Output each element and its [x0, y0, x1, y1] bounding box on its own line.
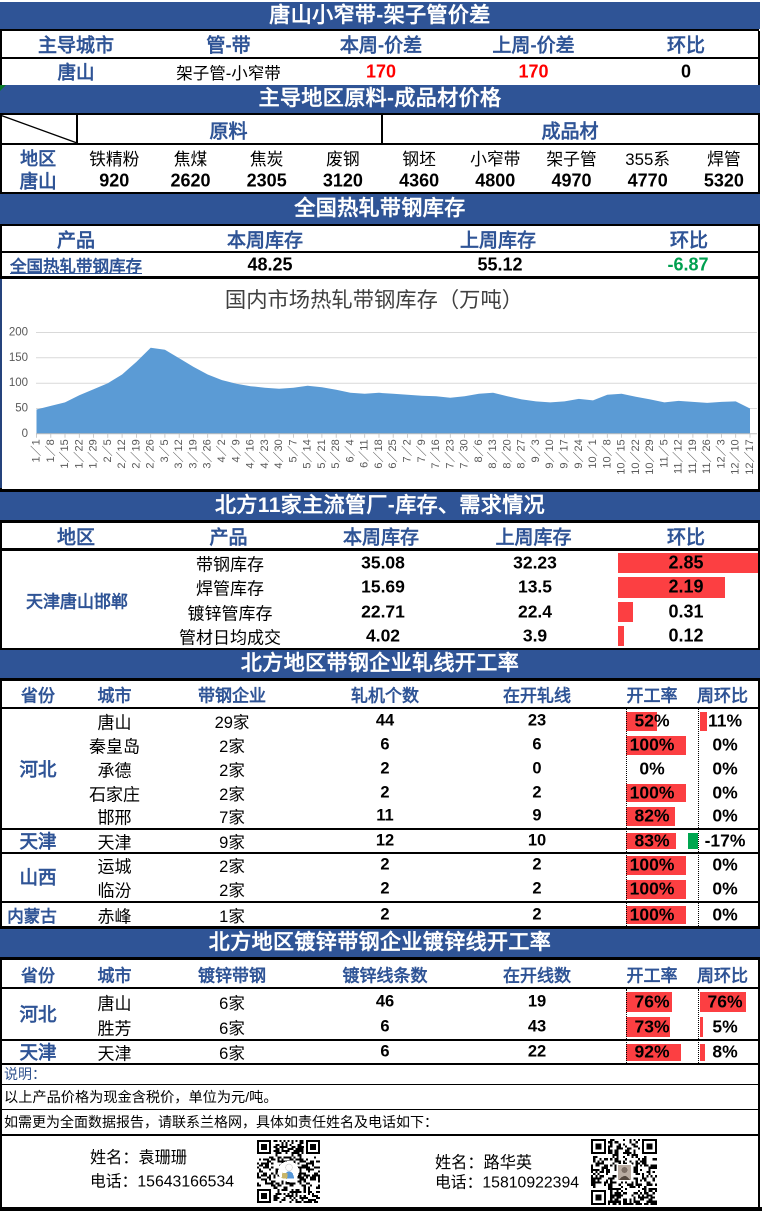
svg-text:11／26: 11／26 [700, 439, 713, 474]
svg-text:12／17: 12／17 [743, 439, 756, 474]
svg-text:11／12: 11／12 [672, 439, 685, 474]
svg-text:1／15: 1／15 [58, 439, 71, 468]
svg-text:5／28: 5／28 [329, 439, 342, 468]
svg-text:6／11: 6／11 [358, 439, 371, 468]
svg-text:9／17: 9／17 [558, 439, 571, 468]
svg-text:1／29: 1／29 [87, 439, 100, 468]
svg-text:12／10: 12／10 [729, 439, 742, 474]
svg-text:2／19: 2／19 [129, 439, 142, 468]
svg-text:6／4: 6／4 [343, 439, 356, 462]
svg-text:11／5: 11／5 [657, 439, 670, 468]
svg-text:4／23: 4／23 [258, 439, 271, 468]
svg-text:1／1: 1／1 [30, 439, 43, 462]
svg-text:7／16: 7／16 [429, 439, 442, 468]
svg-text:6／18: 6／18 [372, 439, 385, 468]
svg-text:1／22: 1／22 [72, 439, 85, 468]
svg-text:100: 100 [9, 377, 28, 389]
svg-text:9／10: 9／10 [543, 439, 556, 468]
svg-text:9／24: 9／24 [572, 439, 585, 468]
svg-text:4／9: 4／9 [229, 439, 242, 462]
svg-text:10／1: 10／1 [586, 439, 599, 468]
svg-text:200: 200 [9, 327, 28, 339]
svg-text:4／16: 4／16 [244, 439, 257, 468]
svg-text:11／19: 11／19 [686, 439, 699, 474]
svg-text:国内市场热轧带钢库存（万吨）: 国内市场热轧带钢库存（万吨） [225, 288, 523, 312]
svg-text:2／5: 2／5 [101, 439, 114, 462]
svg-text:6／25: 6／25 [386, 439, 399, 468]
svg-text:150: 150 [9, 352, 28, 364]
svg-text:7／9: 7／9 [415, 439, 428, 462]
svg-text:50: 50 [15, 403, 28, 415]
svg-text:8／27: 8／27 [515, 439, 528, 468]
svg-text:5／7: 5／7 [286, 439, 299, 462]
svg-text:3／5: 3／5 [158, 439, 171, 462]
svg-text:3／12: 3／12 [172, 439, 185, 468]
svg-text:1／8: 1／8 [44, 439, 57, 462]
svg-text:12／3: 12／3 [715, 439, 728, 468]
svg-text:4／30: 4／30 [272, 439, 285, 468]
svg-text:10／22: 10／22 [629, 439, 642, 474]
svg-text:9／3: 9／3 [529, 439, 542, 462]
svg-text:4／2: 4／2 [215, 439, 228, 462]
svg-text:7／23: 7／23 [443, 439, 456, 468]
svg-text:10／29: 10／29 [643, 439, 656, 474]
svg-text:8／6: 8／6 [472, 439, 485, 462]
svg-text:10／8: 10／8 [600, 439, 613, 468]
svg-text:5／21: 5／21 [315, 439, 328, 468]
svg-text:5／14: 5／14 [301, 439, 314, 468]
svg-text:2／12: 2／12 [115, 439, 128, 468]
svg-text:0: 0 [22, 428, 28, 440]
svg-text:3／19: 3／19 [187, 439, 200, 468]
svg-text:3／26: 3／26 [201, 439, 214, 468]
svg-text:8／20: 8／20 [500, 439, 513, 468]
svg-text:8／13: 8／13 [486, 439, 499, 468]
svg-text:7／2: 7／2 [401, 439, 414, 462]
svg-text:7／30: 7／30 [458, 439, 471, 468]
svg-text:10／15: 10／15 [615, 439, 628, 474]
svg-text:2／26: 2／26 [144, 439, 157, 468]
